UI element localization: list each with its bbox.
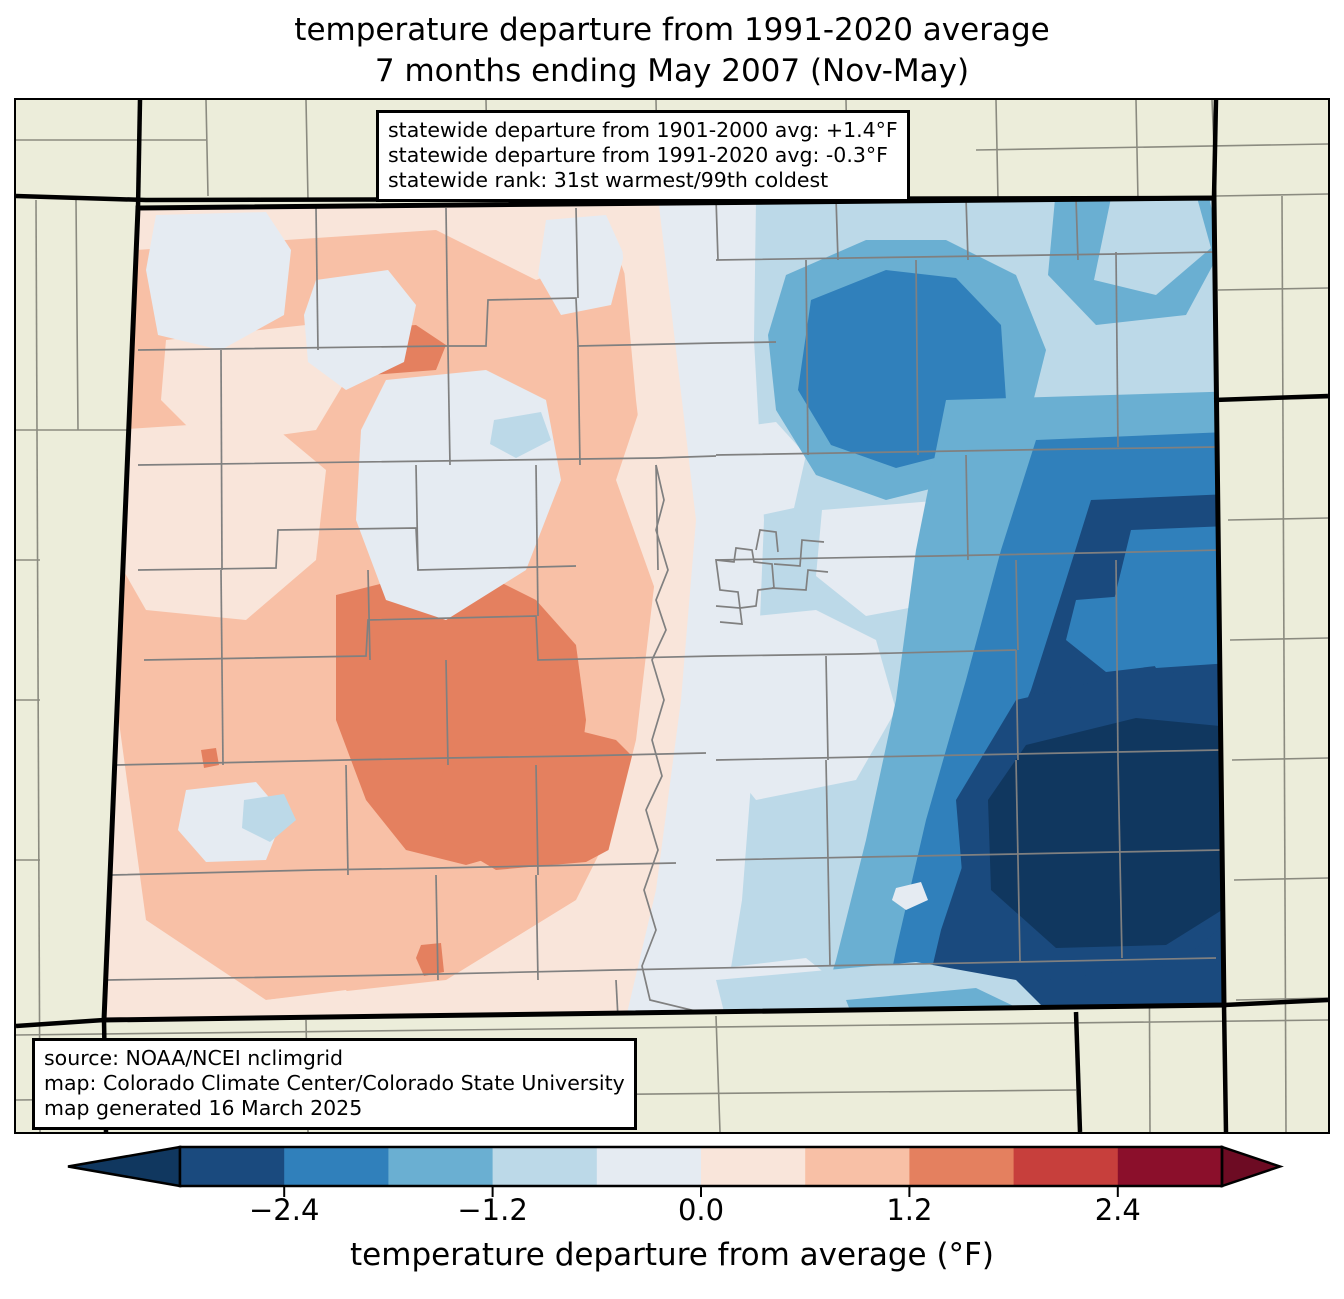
colorbar-cell	[909, 1147, 1015, 1186]
colorbar-tick-label: −2.4	[248, 1193, 320, 1227]
colorbar-tick-label: 0.0	[677, 1193, 725, 1227]
colorbar-cell	[1013, 1147, 1119, 1186]
colorbar-cell	[701, 1147, 806, 1186]
title-line-2: 7 months ending May 2007 (Nov-May)	[374, 53, 970, 89]
source-credit-box: source: NOAA/NCEI nclimgrid map: Colorad…	[32, 1038, 637, 1130]
colorbar-cell	[805, 1147, 910, 1186]
colorbar-extend-high	[1220, 1145, 1284, 1188]
colorbar-cell	[284, 1147, 389, 1186]
statewide-stats-box: statewide departure from 1901-2000 avg: …	[376, 110, 910, 202]
colorado-temperature-departure-map	[16, 100, 1328, 1132]
colorado-county-lines	[107, 198, 1224, 1019]
stats-line-1: statewide departure from 1901-2000 avg: …	[388, 118, 898, 142]
colorbar-axis-label: temperature departure from average (°F)	[350, 1237, 994, 1273]
colorbar-tick-label: −1.2	[457, 1193, 528, 1227]
stats-line-2: statewide departure from 1991-2020 avg: …	[388, 143, 888, 167]
source-line-3: map generated 16 March 2025	[44, 1096, 363, 1120]
colorbar-cell	[180, 1147, 285, 1186]
colorbar-tick-labels: −2.4 −1.2 0.0 1.2 2.4	[0, 1193, 1344, 1233]
colorbar-swatches	[67, 1145, 1284, 1197]
source-line-1: source: NOAA/NCEI nclimgrid	[44, 1046, 344, 1070]
colorbar-cell	[388, 1147, 494, 1186]
colorbar-cell	[492, 1147, 598, 1186]
source-line-2: map: Colorado Climate Center/Colorado St…	[44, 1071, 625, 1095]
figure-title: temperature departure from 1991-2020 ave…	[0, 10, 1344, 92]
colorbar-cell	[1117, 1147, 1223, 1186]
colorbar: −2.4 −1.2 0.0 1.2 2.4 temperature departure …	[0, 1138, 1344, 1299]
title-line-1: temperature departure from 1991-2020 ave…	[294, 12, 1050, 48]
colorbar-tick-label: 2.4	[1094, 1193, 1141, 1227]
colorbar-tick-label: 1.2	[886, 1193, 933, 1227]
temperature-departure-field	[104, 198, 1224, 1020]
stats-line-3: statewide rank: 31st warmest/99th coldes…	[388, 168, 829, 192]
colorbar-cell	[596, 1147, 702, 1186]
colorbar-extend-low	[67, 1145, 182, 1188]
map-panel	[14, 98, 1330, 1134]
